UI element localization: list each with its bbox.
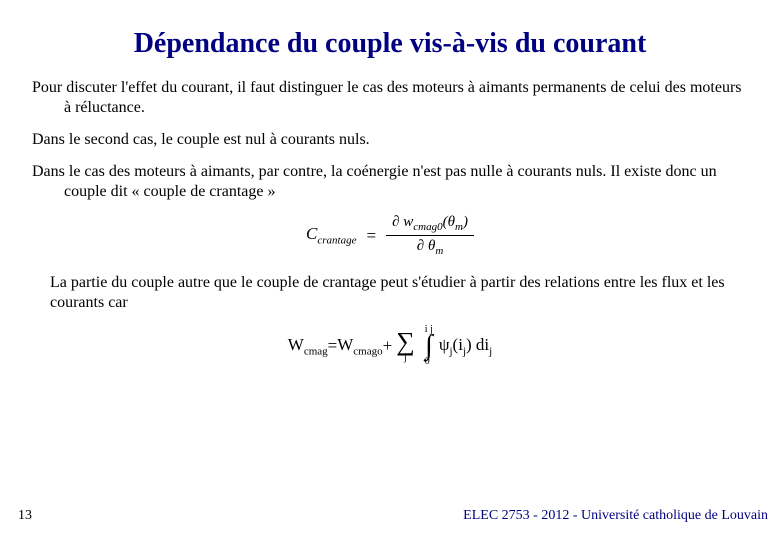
slide-title: Dépendance du couple vis-à-vis du couran… (0, 0, 780, 78)
eq2-arg-open: (i (453, 335, 463, 354)
eq1-num-main: w (403, 214, 413, 230)
eq1-num-arg: θ (448, 214, 455, 230)
page-number: 13 (18, 508, 32, 524)
eq2-rhs1-main: W (337, 335, 353, 354)
eq2-equals: = (328, 336, 338, 356)
integral-operator: i j ∫ 0 (425, 325, 433, 367)
eq2-psi: ψ (439, 335, 450, 354)
eq1-den-partial: ∂ (417, 238, 428, 254)
eq1-num-arg-close: ) (463, 214, 468, 230)
eq2-lhs-sub: cmag (304, 345, 328, 357)
footer-text: ELEC 2753 - 2012 - Université catholique… (463, 508, 768, 524)
slide-body: Pour discuter l'effet du courant, il fau… (0, 78, 780, 367)
eq2-di: di (476, 335, 489, 354)
eq1-lhs-main: C (306, 224, 317, 243)
eq1-den-sub: m (435, 245, 443, 257)
eq2-arg-close: ) (466, 335, 476, 354)
eq2-plus: + (383, 336, 393, 356)
paragraph-2: Dans le second cas, le couple est nul à … (32, 130, 748, 150)
eq2-rhs1-sub: cmago (353, 345, 382, 357)
eq1-lhs-sub: crantage (317, 235, 356, 247)
integral-symbol: ∫ (425, 335, 433, 357)
eq2-lhs-main: W (288, 335, 304, 354)
eq2-di-sub: j (489, 345, 492, 357)
sigma-operator: ∑ j (396, 330, 415, 363)
equation-1: Ccrantage = ∂ wcmag0(θm) ∂ θm (32, 214, 748, 257)
sigma-symbol: ∑ (396, 330, 415, 353)
paragraph-3: Dans le cas des moteurs à aimants, par c… (32, 162, 748, 202)
eq1-equals: = (367, 226, 377, 246)
eq1-num-partial: ∂ (392, 214, 403, 230)
eq1-num-sub: cmag0 (413, 221, 442, 233)
eq1-num-arg-sub: m (455, 221, 463, 233)
equation-2: Wcmag = Wcmago + ∑ j i j ∫ 0 ψj(ij) dij (32, 325, 748, 367)
paragraph-4: La partie du couple autre que le couple … (32, 273, 748, 313)
paragraph-1: Pour discuter l'effet du courant, il fau… (32, 78, 748, 118)
